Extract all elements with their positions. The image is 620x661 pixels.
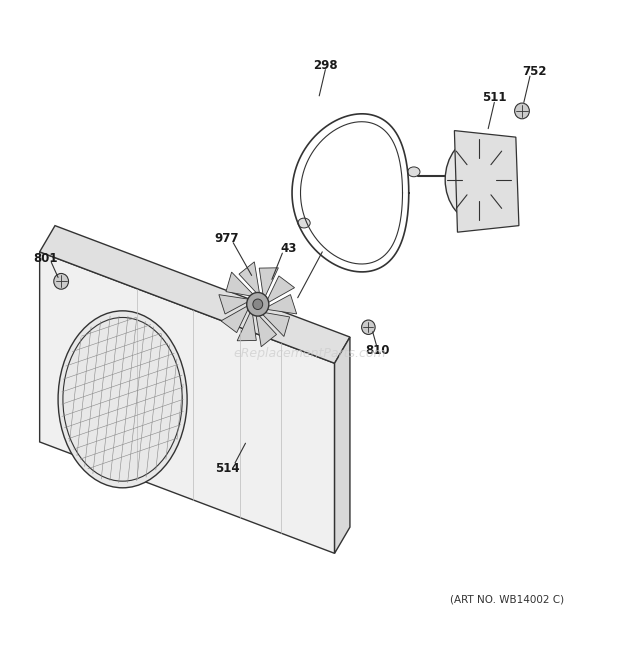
Ellipse shape xyxy=(298,218,310,228)
Polygon shape xyxy=(40,225,350,364)
Text: (ART NO. WB14002 C): (ART NO. WB14002 C) xyxy=(450,594,564,604)
Polygon shape xyxy=(265,276,294,304)
Polygon shape xyxy=(259,268,278,299)
Polygon shape xyxy=(260,312,290,336)
Text: 977: 977 xyxy=(215,232,239,245)
Polygon shape xyxy=(335,337,350,553)
Circle shape xyxy=(470,170,488,190)
Circle shape xyxy=(247,292,269,316)
Polygon shape xyxy=(255,312,277,347)
Polygon shape xyxy=(226,272,255,297)
Text: 43: 43 xyxy=(280,242,297,255)
Text: 514: 514 xyxy=(215,461,239,475)
Ellipse shape xyxy=(408,167,420,176)
Polygon shape xyxy=(237,309,256,341)
Polygon shape xyxy=(40,252,335,553)
Text: 810: 810 xyxy=(365,344,390,357)
Text: 801: 801 xyxy=(33,252,58,265)
Polygon shape xyxy=(454,131,519,232)
Polygon shape xyxy=(264,295,297,314)
Text: 752: 752 xyxy=(522,65,546,78)
Text: 298: 298 xyxy=(313,59,338,71)
Ellipse shape xyxy=(58,311,187,488)
Circle shape xyxy=(54,274,69,290)
Polygon shape xyxy=(221,304,250,332)
Ellipse shape xyxy=(445,137,513,222)
Polygon shape xyxy=(219,295,252,314)
Text: eReplacementParts.com: eReplacementParts.com xyxy=(234,347,386,360)
Polygon shape xyxy=(239,262,260,297)
Circle shape xyxy=(515,103,529,119)
Text: 511: 511 xyxy=(482,91,507,104)
Circle shape xyxy=(361,320,375,334)
Circle shape xyxy=(253,299,263,309)
